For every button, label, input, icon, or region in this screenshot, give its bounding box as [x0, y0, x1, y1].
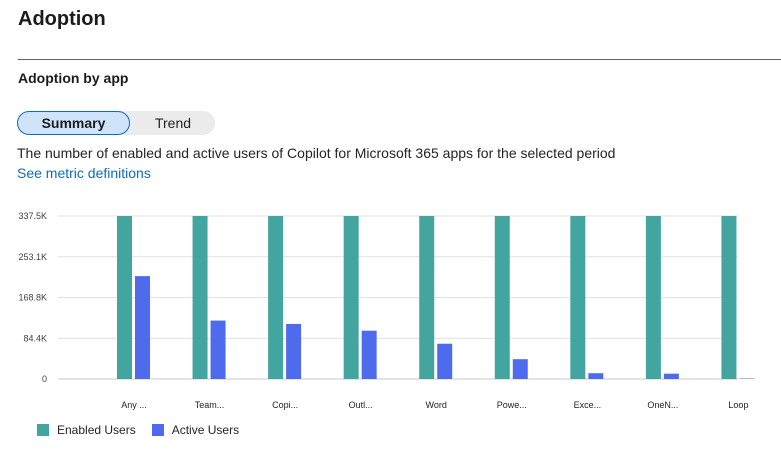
bar-enabled-users [268, 216, 284, 379]
legend-active-users[interactable]: Active Users [151, 423, 240, 437]
bar-enabled-users [494, 216, 510, 379]
summary-tab[interactable]: Summary [17, 111, 130, 135]
section-title: Adoption by app [18, 70, 129, 86]
bar-active-users [588, 373, 604, 379]
bar-active-users [739, 378, 755, 380]
x-tick-label: Any ... [121, 400, 147, 410]
bar-active-users [663, 373, 679, 379]
x-tick-label: Copi... [272, 400, 298, 410]
adoption-bar-chart: 337.5K 253.1K 168.8K 84.4K 0 Any ... Team... Co… [18, 211, 755, 410]
bar-active-users [286, 323, 302, 379]
bar-active-users [210, 320, 226, 379]
x-tick-label: Exce... [574, 400, 602, 410]
y-tick-label: 168.8K [18, 293, 47, 303]
legend-enabled-swatch [37, 424, 49, 436]
x-tick-label: Outl... [349, 400, 373, 410]
legend-enabled-label: Enabled Users [57, 423, 136, 437]
x-tick-label: Word [426, 400, 447, 410]
bar-enabled-users [419, 216, 435, 379]
bar-enabled-users [570, 216, 586, 379]
bar-enabled-users [721, 216, 737, 379]
bar-active-users [135, 276, 150, 379]
x-tick-label: Loop [728, 400, 748, 410]
bar-enabled-users [343, 216, 359, 379]
bar-active-users [512, 359, 528, 379]
y-tick-label: 0 [42, 374, 47, 384]
metric-definitions-link[interactable]: See metric definitions [17, 165, 151, 181]
title-divider [18, 59, 781, 60]
y-tick-label: 84.4K [23, 333, 47, 343]
legend-active-swatch [151, 424, 164, 436]
chart-legend: Enabled Users Active Users [37, 423, 239, 437]
bar-enabled-users [645, 216, 661, 379]
x-tick-label: OneN... [647, 400, 678, 410]
view-toggle: Summary Trend [17, 111, 215, 135]
bar-active-users [437, 343, 453, 379]
y-tick-label: 337.5K [18, 211, 47, 221]
legend-enabled-users[interactable]: Enabled Users [37, 423, 136, 437]
bar-enabled-users [192, 216, 208, 379]
x-tick-label: Powe... [497, 400, 527, 410]
y-tick-label: 253.1K [18, 252, 47, 262]
chart-description: The number of enabled and active users o… [17, 145, 616, 161]
x-tick-label: Team... [195, 400, 225, 410]
bar-enabled-users [117, 216, 132, 379]
bar-active-users [361, 330, 377, 379]
legend-active-label: Active Users [171, 423, 240, 437]
page-title: Adoption [18, 8, 106, 30]
trend-tab[interactable]: Trend [154, 115, 192, 131]
